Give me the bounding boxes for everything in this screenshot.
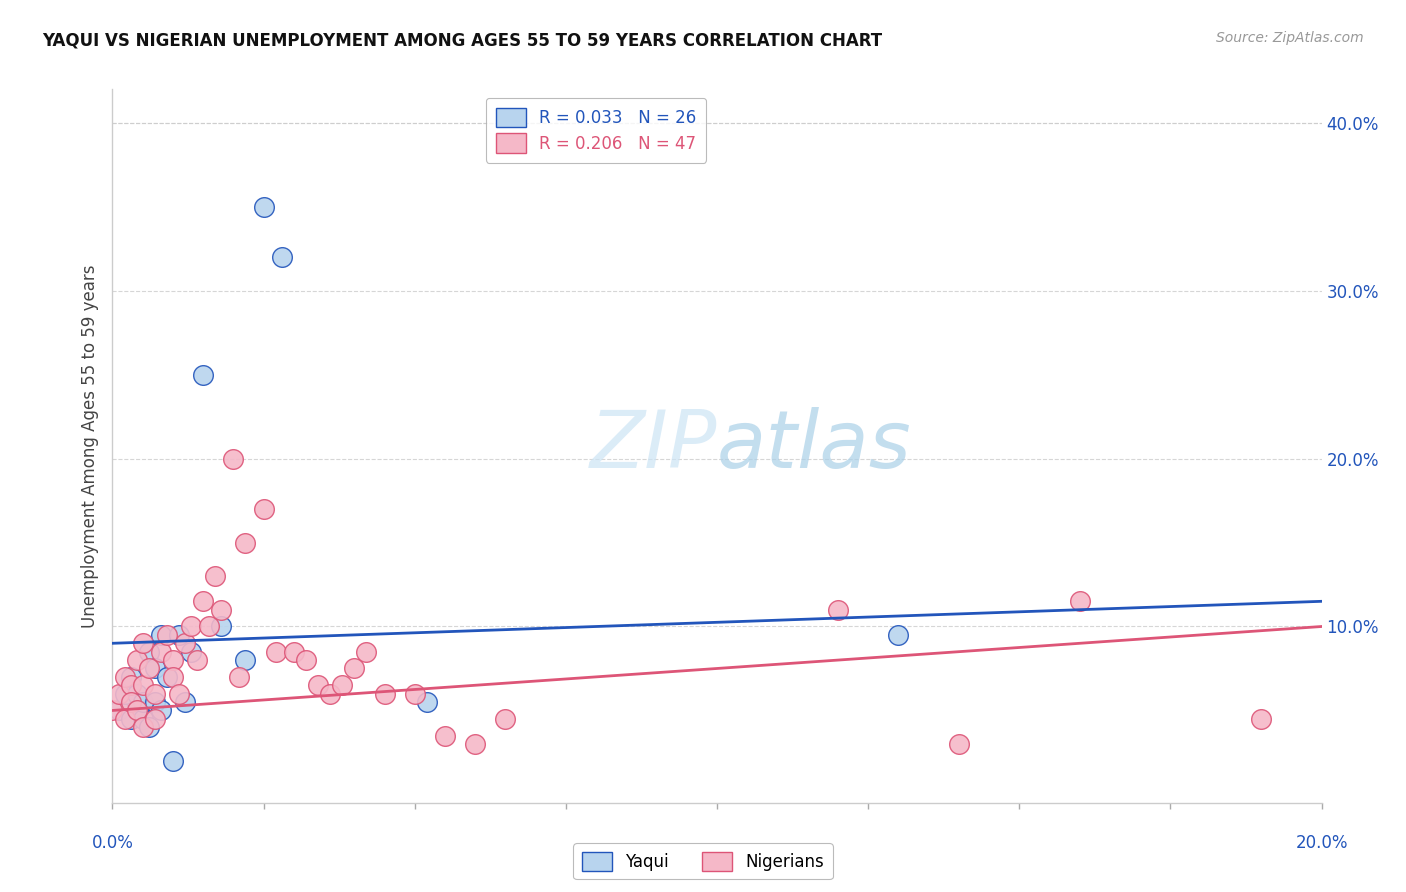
- Point: [114, 687, 136, 701]
- Point: [132, 712, 155, 726]
- Legend: R = 0.033   N = 26, R = 0.206   N = 47: R = 0.033 N = 26, R = 0.206 N = 47: [486, 97, 706, 162]
- Point: [174, 695, 197, 709]
- Point: [120, 670, 142, 684]
- Point: [120, 712, 142, 726]
- Point: [162, 653, 184, 667]
- Point: [125, 703, 148, 717]
- Point: [138, 720, 160, 734]
- Point: [253, 200, 276, 214]
- Point: [416, 695, 439, 709]
- Point: [114, 712, 136, 726]
- Point: [143, 661, 166, 675]
- Point: [228, 670, 250, 684]
- Point: [191, 594, 214, 608]
- Point: [264, 645, 287, 659]
- Point: [149, 645, 172, 659]
- Text: ZIP: ZIP: [589, 407, 717, 485]
- Point: [156, 628, 179, 642]
- Point: [143, 695, 166, 709]
- Point: [180, 619, 202, 633]
- Point: [114, 670, 136, 684]
- Point: [107, 703, 129, 717]
- Point: [235, 535, 257, 549]
- Point: [149, 703, 172, 717]
- Point: [191, 368, 214, 382]
- Point: [948, 737, 970, 751]
- Point: [167, 628, 190, 642]
- Point: [198, 619, 221, 633]
- Point: [132, 636, 155, 650]
- Point: [433, 729, 456, 743]
- Text: YAQUI VS NIGERIAN UNEMPLOYMENT AMONG AGES 55 TO 59 YEARS CORRELATION CHART: YAQUI VS NIGERIAN UNEMPLOYMENT AMONG AGE…: [42, 31, 883, 49]
- Point: [253, 502, 276, 516]
- Point: [132, 695, 155, 709]
- Point: [125, 703, 148, 717]
- Point: [319, 687, 342, 701]
- Point: [330, 678, 353, 692]
- Point: [125, 653, 148, 667]
- Point: [162, 670, 184, 684]
- Point: [343, 661, 366, 675]
- Point: [174, 636, 197, 650]
- Point: [186, 653, 208, 667]
- Legend: Yaqui, Nigerians: Yaqui, Nigerians: [574, 843, 832, 880]
- Point: [1250, 712, 1272, 726]
- Point: [887, 628, 910, 642]
- Text: 20.0%: 20.0%: [1295, 834, 1348, 852]
- Point: [235, 653, 257, 667]
- Point: [143, 712, 166, 726]
- Point: [295, 653, 318, 667]
- Text: 0.0%: 0.0%: [91, 834, 134, 852]
- Point: [209, 619, 232, 633]
- Point: [107, 687, 129, 701]
- Point: [120, 678, 142, 692]
- Point: [132, 720, 155, 734]
- Point: [827, 603, 849, 617]
- Point: [209, 603, 232, 617]
- Point: [464, 737, 486, 751]
- Point: [283, 645, 305, 659]
- Point: [101, 703, 124, 717]
- Point: [125, 687, 148, 701]
- Point: [138, 645, 160, 659]
- Y-axis label: Unemployment Among Ages 55 to 59 years: Unemployment Among Ages 55 to 59 years: [80, 264, 98, 628]
- Point: [167, 687, 190, 701]
- Point: [374, 687, 396, 701]
- Point: [495, 712, 517, 726]
- Point: [132, 678, 155, 692]
- Point: [204, 569, 226, 583]
- Point: [307, 678, 329, 692]
- Point: [162, 754, 184, 768]
- Point: [156, 670, 179, 684]
- Point: [404, 687, 426, 701]
- Point: [138, 661, 160, 675]
- Point: [356, 645, 378, 659]
- Point: [120, 695, 142, 709]
- Text: atlas: atlas: [717, 407, 912, 485]
- Point: [222, 451, 245, 466]
- Point: [270, 250, 292, 264]
- Point: [149, 628, 172, 642]
- Point: [1069, 594, 1091, 608]
- Text: Source: ZipAtlas.com: Source: ZipAtlas.com: [1216, 31, 1364, 45]
- Point: [180, 645, 202, 659]
- Point: [143, 687, 166, 701]
